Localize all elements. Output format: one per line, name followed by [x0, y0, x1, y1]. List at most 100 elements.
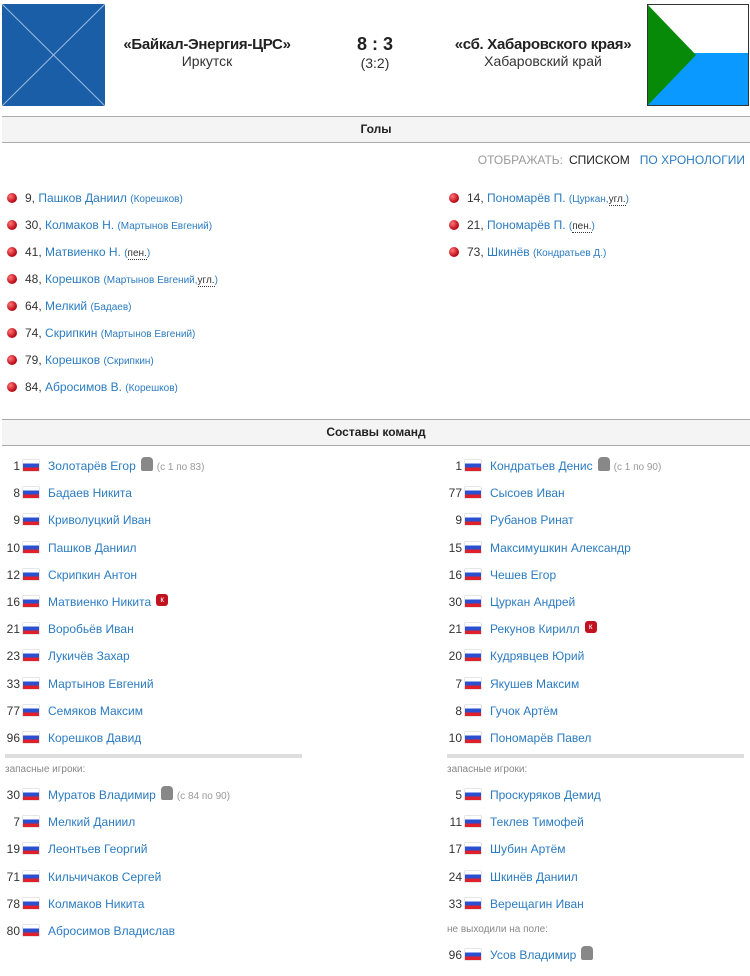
subs-divider: [5, 754, 302, 759]
goals-header: Голы: [2, 116, 750, 143]
player-name-link[interactable]: Пономарёв Павел: [490, 730, 592, 745]
goal-item: 79, Корешков (Скрипкин): [7, 347, 218, 374]
goal-scorer-link[interactable]: Пономарёв П.: [487, 218, 566, 232]
goal-minute: 84,: [25, 380, 42, 394]
goal-scorer-link[interactable]: Корешков: [45, 353, 101, 367]
home-team-logo: [1, 3, 106, 107]
goal-scorer-link[interactable]: Пашков Даниил: [38, 191, 127, 205]
ball-icon: [449, 220, 459, 230]
goal-scorer-link[interactable]: Скрипкин: [45, 326, 98, 340]
goal-item: 30, Колмаков Н. (Мартынов Евгений): [7, 212, 218, 239]
goal-scorer-link[interactable]: Матвиенко Н.: [45, 245, 121, 259]
player-number: 24: [448, 869, 462, 884]
player-name-link[interactable]: Мартынов Евгений: [48, 676, 154, 691]
goal-scorer-link[interactable]: Колмаков Н.: [45, 218, 115, 232]
ball-icon: [7, 193, 17, 203]
away-team-name[interactable]: «сб. Хабаровского края»: [454, 36, 632, 53]
goal-item: 9, Пашков Даниил (Корешков): [7, 185, 218, 212]
player-row: 30 Муратов Владимир (с 84 по 90): [0, 782, 302, 809]
goal-assist[interactable]: (Бадаев): [90, 302, 132, 313]
player-name-link[interactable]: Максимушкин Александр: [490, 540, 631, 555]
goal-assist[interactable]: (Кондратьев Д.): [533, 248, 607, 259]
player-name-link[interactable]: Кондратьев Денис: [490, 459, 593, 473]
player-number: 80: [6, 924, 20, 938]
goal-scorer-link[interactable]: Абросимов В.: [45, 380, 122, 394]
player-name-link[interactable]: Пашков Даниил: [48, 540, 137, 555]
player-name-link[interactable]: Бадаев Никита: [48, 486, 132, 501]
russia-flag-icon: [465, 816, 481, 828]
goal-assist[interactable]: (Мартынов Евгений): [117, 221, 213, 232]
player-name-link[interactable]: Леонтьев Георгий: [48, 842, 148, 857]
goalkeeper-glove-icon: [140, 457, 153, 471]
goal-item: 84, Абросимов В. (Корешков): [7, 374, 218, 401]
player-name-link[interactable]: Корешков Давид: [48, 730, 142, 745]
russia-flag-icon: [465, 514, 481, 526]
home-team-name[interactable]: «Байкал-Энергия-ЦРС»: [123, 36, 291, 53]
russia-flag-icon: [23, 704, 39, 716]
russia-flag-icon: [465, 487, 481, 499]
goal-item: 41, Матвиенко Н. (пен.): [7, 239, 218, 266]
player-name-link[interactable]: Кильчичаков Сергей: [48, 869, 162, 884]
mode-chronology-button[interactable]: ПО ХРОНОЛОГИИ: [639, 153, 745, 167]
player-name-link[interactable]: Скрипкин Антон: [48, 567, 137, 582]
player-row: 78 Колмаков Никита: [0, 891, 302, 918]
russia-flag-icon: [465, 623, 481, 635]
player-name-link[interactable]: Верещагин Иван: [490, 896, 584, 911]
player-name-link[interactable]: Золотарёв Егор: [48, 459, 136, 473]
player-name-link[interactable]: Рекунов Кирилл: [490, 622, 580, 637]
goal-assist[interactable]: (Скрипкин): [103, 356, 154, 367]
goal-scorer-link[interactable]: Пономарёв П.: [487, 191, 566, 205]
player-name-link[interactable]: Усов Владимир: [490, 948, 577, 962]
player-name-link[interactable]: Воробьёв Иван: [48, 622, 134, 637]
russia-flag-icon: [23, 541, 39, 553]
ball-icon: [7, 247, 17, 257]
mode-list-button[interactable]: СПИСКОМ: [569, 153, 630, 167]
player-name-link[interactable]: Теклев Тимофей: [490, 815, 584, 830]
player-row: 15 Максимушкин Александр: [442, 535, 744, 562]
player-row: 11 Теклев Тимофей: [442, 809, 744, 836]
subs-label: запасные игроки:: [447, 764, 528, 776]
away-lineup: 1 Кондратьев Денис (с 1 по 90) 77 Сысоев Ива…: [442, 453, 744, 969]
goal-item: 14, Пономарёв П. (Цуркан,угл.): [449, 185, 629, 212]
goal-scorer-link[interactable]: Шкинёв: [487, 245, 530, 259]
russia-flag-icon: [23, 568, 39, 580]
player-row: 30 Цуркан Андрей: [442, 589, 744, 616]
player-name-link[interactable]: Сысоев Иван: [490, 486, 565, 501]
player-name-link[interactable]: Мелкий Даниил: [48, 815, 136, 830]
russia-flag-icon: [465, 843, 481, 855]
ball-icon: [449, 193, 459, 203]
goal-type-abbr: пен.: [127, 248, 147, 260]
player-row: 1 Золотарёв Егор (с 1 по 83): [0, 453, 302, 480]
player-number: 21: [6, 622, 20, 637]
ball-icon: [7, 301, 17, 311]
player-name-link[interactable]: Колмаков Никита: [48, 896, 145, 911]
player-name-link[interactable]: Лукичёв Захар: [48, 649, 130, 664]
goal-item: 73, Шкинёв (Кондратьев Д.): [449, 239, 629, 266]
goal-scorer-link[interactable]: Корешков: [45, 272, 101, 286]
player-name-link[interactable]: Цуркан Андрей: [490, 594, 576, 609]
player-name-link[interactable]: Шубин Артём: [490, 842, 566, 857]
goal-scorer-link[interactable]: Мелкий: [45, 299, 88, 313]
player-name-link[interactable]: Гучок Артём: [490, 703, 559, 718]
player-name-link[interactable]: Кудрявцев Юрий: [490, 649, 585, 664]
player-name-link[interactable]: Проскуряков Демид: [490, 788, 601, 803]
player-name-link[interactable]: Чешев Егор: [490, 567, 557, 582]
player-number: 1: [13, 459, 20, 473]
player-row: 33 Мартынов Евгений: [0, 671, 302, 698]
player-name-link[interactable]: Якушев Максим: [490, 676, 580, 691]
player-name-link[interactable]: Криволуцкий Иван: [48, 513, 152, 528]
player-name-link[interactable]: Семяков Максим: [48, 703, 143, 718]
player-name-link[interactable]: Рубанов Ринат: [490, 513, 574, 528]
player-name-link[interactable]: Муратов Владимир: [48, 788, 156, 803]
player-name-link[interactable]: Матвиенко Никита: [48, 594, 152, 609]
goal-assist[interactable]: (Мартынов Евгений): [100, 329, 196, 340]
goal-assist[interactable]: (Корешков): [130, 194, 183, 205]
goal-assist[interactable]: (Корешков): [125, 383, 178, 394]
goal-assist[interactable]: (Цуркан,: [568, 194, 609, 205]
player-row: 80 Абросимов Владислав: [0, 918, 302, 945]
player-name-link[interactable]: Абросимов Владислав: [48, 924, 175, 938]
goal-assist[interactable]: (Мартынов Евгений,: [103, 275, 198, 286]
player-row: 5 Проскуряков Демид: [442, 782, 744, 809]
player-name-link[interactable]: Шкинёв Даниил: [490, 869, 578, 884]
russia-flag-icon: [23, 595, 39, 607]
